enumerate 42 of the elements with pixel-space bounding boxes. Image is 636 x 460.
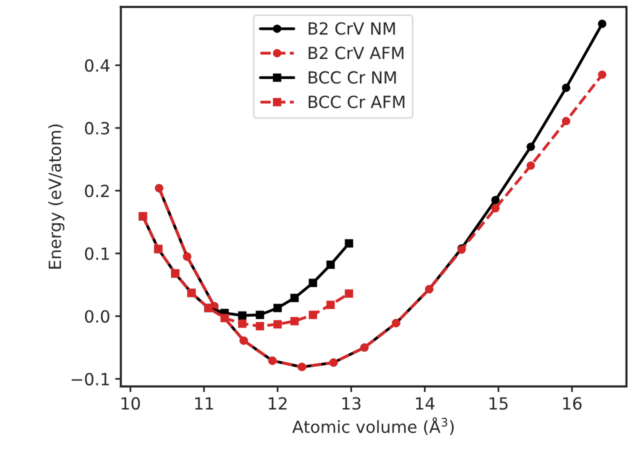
point [308, 278, 318, 288]
point [238, 320, 246, 328]
y-tick-label: −0.1 [72, 372, 109, 386]
x-axis-title: Atomic volume (Å$^{3}$) [292, 417, 454, 436]
point [256, 310, 264, 320]
y-tick-label: 0.2 [85, 184, 109, 198]
point [238, 311, 246, 320]
y-tick-label: 0.4 [85, 59, 110, 72]
legend-label: BCC Cr AFM [308, 96, 404, 108]
point [326, 260, 335, 269]
point [344, 289, 354, 298]
point [290, 316, 299, 326]
point [562, 116, 570, 126]
x-tick-label: 16 [563, 397, 582, 410]
x-tick-label: 11 [195, 397, 214, 410]
x-tick-label: 13 [342, 397, 360, 410]
x-tick-label: 14 [416, 397, 434, 410]
point [308, 310, 318, 320]
point [562, 84, 570, 92]
legend-label: B2 CrV NM [308, 22, 395, 35]
point [326, 300, 335, 310]
point [290, 294, 299, 302]
legend-label: B2 CrV AFM [308, 46, 404, 60]
point [220, 314, 229, 322]
point [344, 239, 354, 248]
x-tick-label: 15 [490, 397, 508, 410]
point [598, 70, 606, 79]
point [526, 161, 535, 170]
legend-label: BCC Cr NM [308, 71, 396, 84]
point [526, 142, 535, 151]
point [273, 304, 282, 312]
y-tick-label: 0.1 [85, 247, 109, 260]
point [273, 320, 282, 328]
point [491, 196, 500, 204]
y-tick-label: 0.3 [85, 122, 110, 135]
x-tick-label: 12 [268, 397, 287, 410]
point [256, 322, 264, 330]
y-tick-label: 0.0 [85, 310, 110, 323]
point [491, 204, 500, 212]
y-axis-title: Energy (eV/atom) [48, 124, 64, 269]
point [598, 20, 606, 28]
x-tick-label: 10 [122, 397, 140, 410]
